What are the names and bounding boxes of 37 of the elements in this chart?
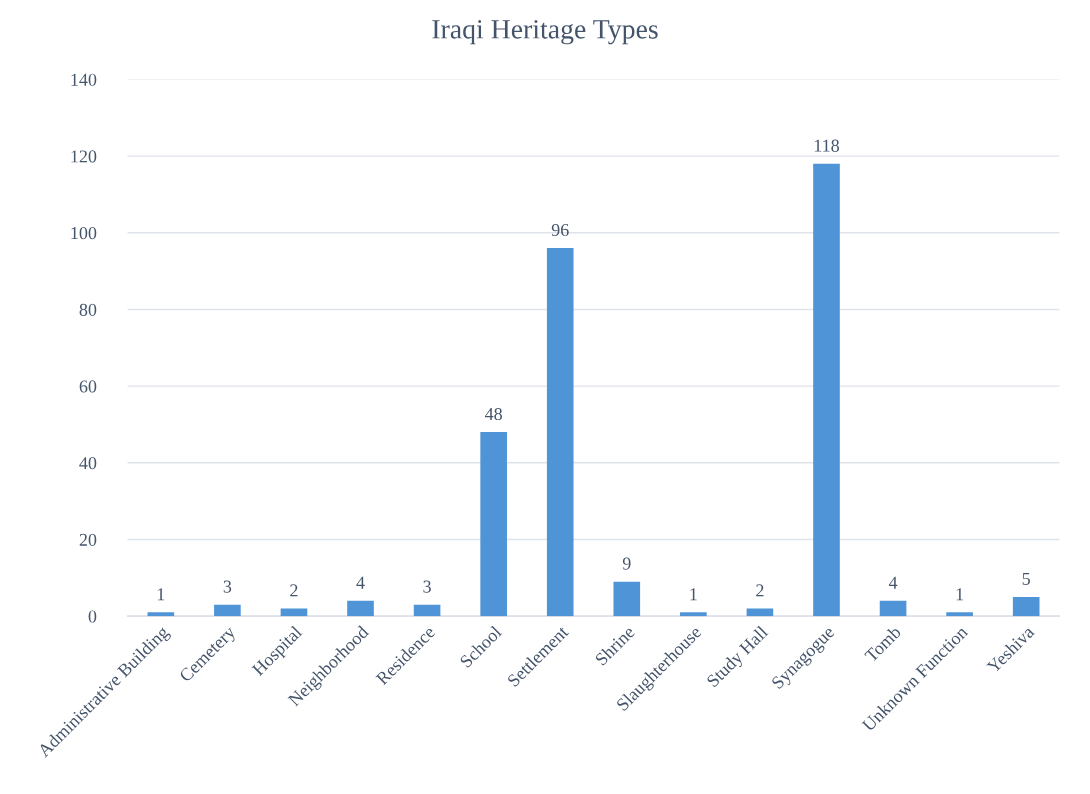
y-tick-label: 40 — [79, 457, 97, 470]
data-label: 4 — [888, 576, 898, 589]
bar — [413, 604, 441, 617]
data-label: 2 — [756, 584, 764, 597]
bar — [480, 432, 507, 617]
bar — [680, 612, 707, 617]
data-label: 4 — [356, 576, 365, 589]
bar — [813, 163, 840, 617]
bar — [879, 600, 907, 617]
data-label: 1 — [157, 588, 165, 601]
data-label: 1 — [956, 588, 964, 601]
y-tick-label: 120 — [71, 150, 97, 163]
chart-title: Iraqi Heritage Types — [432, 19, 658, 45]
bar — [147, 612, 175, 617]
data-label: 1 — [690, 588, 697, 601]
data-label: 3 — [223, 580, 232, 593]
data-label: 118 — [814, 139, 840, 152]
bar — [546, 248, 574, 617]
bar — [347, 600, 374, 617]
bar — [613, 581, 641, 617]
data-label: 3 — [423, 580, 431, 593]
y-tick-label: 60 — [79, 380, 97, 393]
y-tick-label: 20 — [79, 533, 97, 546]
bar — [946, 612, 973, 617]
data-label: 2 — [290, 584, 298, 597]
bar — [214, 604, 241, 617]
bar — [1012, 596, 1040, 617]
y-tick-label: 100 — [71, 227, 97, 240]
data-label: 9 — [622, 557, 631, 570]
y-tick-label: 140 — [71, 73, 97, 86]
bar — [280, 608, 308, 617]
data-label: 5 — [1022, 572, 1030, 585]
y-tick-label: 0 — [88, 610, 97, 623]
y-tick-label: 80 — [79, 303, 97, 316]
bar — [746, 608, 774, 617]
data-label: 48 — [484, 407, 502, 421]
data-label: 96 — [551, 223, 569, 237]
